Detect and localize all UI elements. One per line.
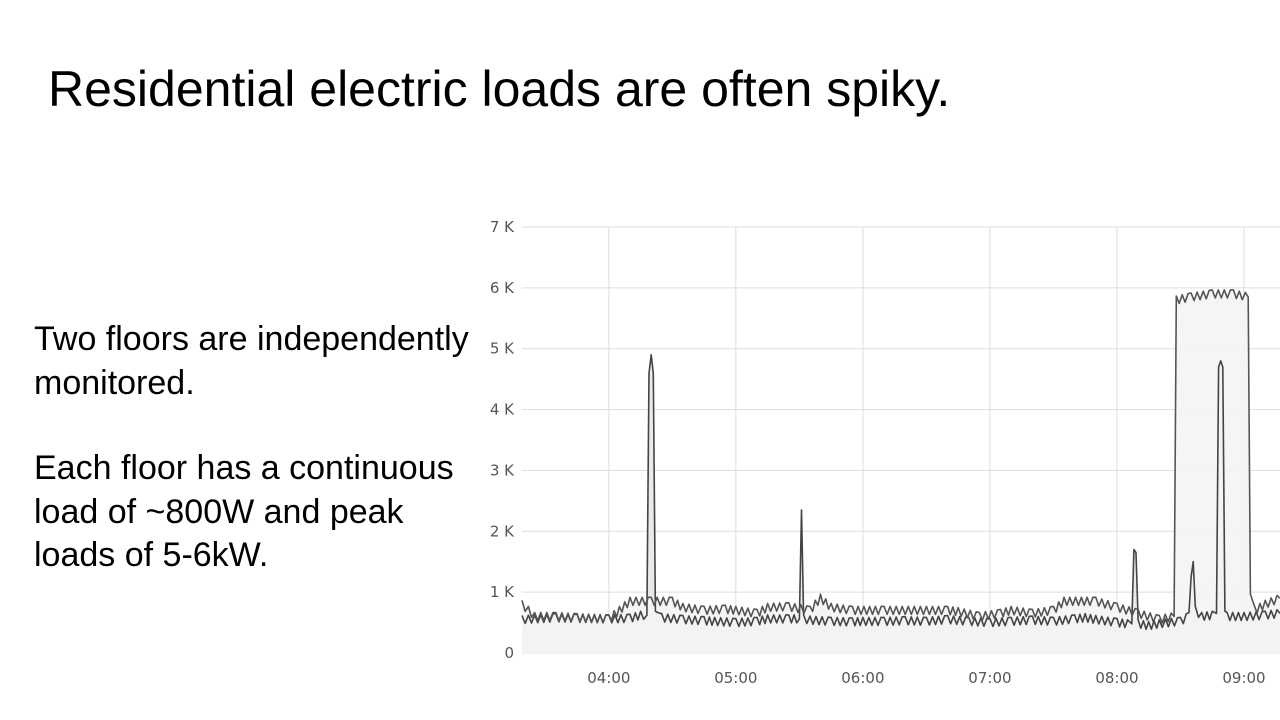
series-2-line [521, 289, 1280, 624]
y-tick-label: 6 K [490, 279, 515, 297]
series-2-area [522, 289, 1280, 653]
x-tick-label: 04:00 [587, 669, 630, 687]
body-paragraph-loads: Each floor has a continuous load of ~800… [34, 449, 454, 575]
y-tick-label: 1 K [490, 583, 515, 601]
y-tick-label: 7 K [490, 218, 515, 236]
y-tick-label: 4 K [490, 401, 515, 419]
x-tick-label: 08:00 [1095, 669, 1138, 687]
slide-title: Residential electric loads are often spi… [48, 61, 951, 117]
series-1-line [521, 354, 1280, 630]
y-tick-label: 0 [504, 644, 514, 662]
x-tick-label: 09:00 [1222, 669, 1265, 687]
y-tick-label: 3 K [490, 461, 515, 479]
x-tick-label: 05:00 [714, 669, 757, 687]
x-tick-label: 06:00 [841, 669, 884, 687]
load-chart-svg: 0 1 K 2 K 3 K 4 K 5 K 6 K 7 K 04:00 05:00 06:00 07:… [490, 218, 1280, 687]
body-paragraph-monitoring: Two floors are independently monitored. [34, 320, 469, 402]
y-tick-label: 2 K [490, 522, 515, 540]
x-tick-label: 07:00 [968, 669, 1011, 687]
load-chart: 0 1 K 2 K 3 K 4 K 5 K 6 K 7 K 04:00 05:00 06:00 07:… [470, 205, 1280, 695]
y-tick-label: 5 K [490, 340, 515, 358]
slide-body: Two floors are independently monitored. … [34, 318, 474, 620]
